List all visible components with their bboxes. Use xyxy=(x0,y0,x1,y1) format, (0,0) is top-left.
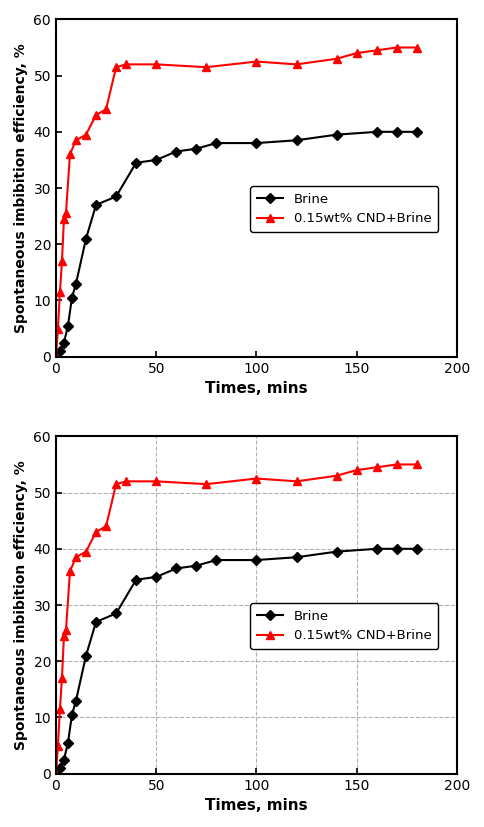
0.15wt% CND+Brine xyxy=(254,56,259,66)
Brine xyxy=(334,547,340,557)
0.15wt% CND+Brine xyxy=(55,741,61,751)
Brine xyxy=(57,763,63,773)
Line: 0.15wt% CND+Brine: 0.15wt% CND+Brine xyxy=(52,43,421,361)
X-axis label: Times, mins: Times, mins xyxy=(205,381,308,396)
Brine xyxy=(83,234,89,244)
Brine xyxy=(69,710,75,719)
Brine xyxy=(73,696,79,705)
Line: Brine: Brine xyxy=(52,545,420,777)
0.15wt% CND+Brine xyxy=(83,547,89,557)
0.15wt% CND+Brine xyxy=(53,351,59,361)
Brine xyxy=(83,651,89,661)
Brine xyxy=(73,279,79,289)
X-axis label: Times, mins: Times, mins xyxy=(205,798,308,813)
Brine xyxy=(334,130,340,140)
Brine xyxy=(65,738,71,748)
0.15wt% CND+Brine xyxy=(153,60,159,69)
0.15wt% CND+Brine xyxy=(354,465,360,475)
0.15wt% CND+Brine xyxy=(63,208,69,218)
Brine xyxy=(53,769,59,779)
Brine xyxy=(394,127,400,136)
0.15wt% CND+Brine xyxy=(254,474,259,484)
0.15wt% CND+Brine xyxy=(113,62,119,72)
0.15wt% CND+Brine xyxy=(123,60,129,69)
Brine xyxy=(194,561,199,571)
0.15wt% CND+Brine xyxy=(61,214,67,224)
Brine xyxy=(294,136,300,146)
0.15wt% CND+Brine xyxy=(83,130,89,140)
0.15wt% CND+Brine xyxy=(334,471,340,480)
0.15wt% CND+Brine xyxy=(73,552,79,562)
0.15wt% CND+Brine xyxy=(55,323,61,333)
0.15wt% CND+Brine xyxy=(414,42,420,52)
0.15wt% CND+Brine xyxy=(294,60,300,69)
Brine xyxy=(93,617,99,627)
0.15wt% CND+Brine xyxy=(414,460,420,470)
Brine xyxy=(113,609,119,619)
Brine xyxy=(113,192,119,202)
Brine xyxy=(254,138,259,148)
Brine xyxy=(414,544,420,554)
0.15wt% CND+Brine xyxy=(59,256,65,266)
0.15wt% CND+Brine xyxy=(67,150,73,160)
0.15wt% CND+Brine xyxy=(63,625,69,635)
Y-axis label: Spontaneous imbibition efficiency, %: Spontaneous imbibition efficiency, % xyxy=(14,43,28,333)
Brine xyxy=(414,127,420,136)
0.15wt% CND+Brine xyxy=(354,48,360,58)
Brine xyxy=(133,158,139,168)
Brine xyxy=(93,200,99,210)
0.15wt% CND+Brine xyxy=(113,479,119,489)
0.15wt% CND+Brine xyxy=(67,566,73,576)
Brine xyxy=(57,347,63,356)
0.15wt% CND+Brine xyxy=(203,62,209,72)
Brine xyxy=(153,155,159,165)
0.15wt% CND+Brine xyxy=(374,45,379,55)
Brine xyxy=(53,351,59,361)
Brine xyxy=(173,563,179,573)
Brine xyxy=(394,544,400,554)
Brine xyxy=(374,127,379,136)
0.15wt% CND+Brine xyxy=(59,673,65,683)
0.15wt% CND+Brine xyxy=(203,479,209,489)
Line: 0.15wt% CND+Brine: 0.15wt% CND+Brine xyxy=(52,461,421,778)
0.15wt% CND+Brine xyxy=(57,287,63,297)
0.15wt% CND+Brine xyxy=(73,136,79,146)
Brine xyxy=(374,544,379,554)
0.15wt% CND+Brine xyxy=(103,104,109,114)
0.15wt% CND+Brine xyxy=(153,476,159,486)
0.15wt% CND+Brine xyxy=(123,476,129,486)
0.15wt% CND+Brine xyxy=(394,42,400,52)
0.15wt% CND+Brine xyxy=(57,704,63,714)
0.15wt% CND+Brine xyxy=(103,521,109,531)
0.15wt% CND+Brine xyxy=(53,769,59,779)
Brine xyxy=(69,293,75,303)
Legend: Brine, 0.15wt% CND+Brine: Brine, 0.15wt% CND+Brine xyxy=(250,186,439,232)
Brine xyxy=(173,146,179,156)
Brine xyxy=(133,575,139,585)
0.15wt% CND+Brine xyxy=(374,462,379,472)
0.15wt% CND+Brine xyxy=(61,631,67,641)
0.15wt% CND+Brine xyxy=(394,460,400,470)
Y-axis label: Spontaneous imbibition efficiency, %: Spontaneous imbibition efficiency, % xyxy=(14,460,28,750)
Brine xyxy=(65,321,71,331)
Line: Brine: Brine xyxy=(52,128,420,361)
Brine xyxy=(213,138,219,148)
Brine xyxy=(61,337,67,347)
Brine xyxy=(61,755,67,765)
Brine xyxy=(153,572,159,582)
0.15wt% CND+Brine xyxy=(294,476,300,486)
Brine xyxy=(254,555,259,565)
0.15wt% CND+Brine xyxy=(93,110,99,120)
Brine xyxy=(213,555,219,565)
0.15wt% CND+Brine xyxy=(334,54,340,64)
Brine xyxy=(194,144,199,154)
Legend: Brine, 0.15wt% CND+Brine: Brine, 0.15wt% CND+Brine xyxy=(250,603,439,649)
Brine xyxy=(294,552,300,562)
0.15wt% CND+Brine xyxy=(93,527,99,537)
